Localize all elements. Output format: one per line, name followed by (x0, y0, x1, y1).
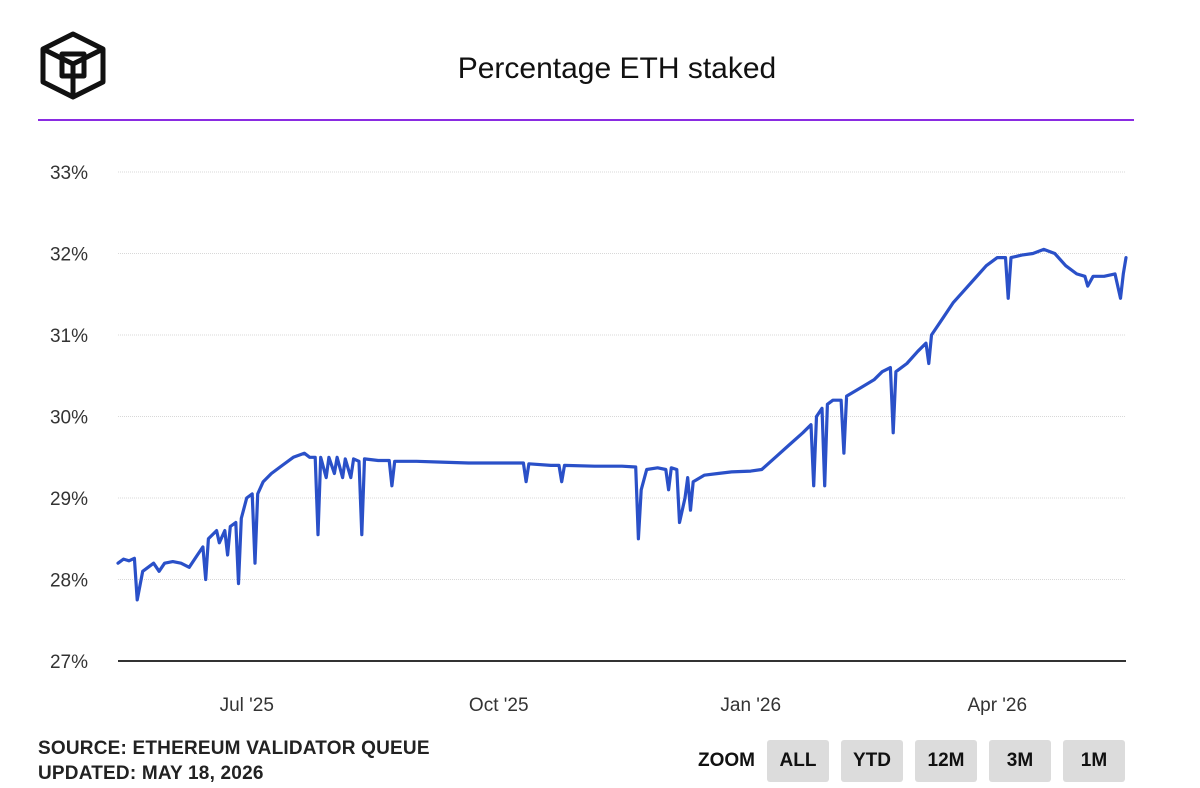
title-divider (38, 119, 1134, 121)
y-tick-label: 33% (50, 163, 88, 184)
y-tick-label: 29% (50, 489, 88, 510)
x-tick-label: Oct '25 (469, 695, 529, 716)
series-line (116, 247, 1128, 602)
line-chart: 33% 32% 31% 30% 29% 28% 27% Jul '25 Oct '25 Jan '… (50, 163, 1128, 716)
zoom-all-button[interactable]: ALL (767, 740, 829, 782)
x-tick-label: Jan '26 (720, 695, 781, 716)
zoom-ytd-button[interactable]: YTD (841, 740, 903, 782)
logo-icon (40, 31, 106, 100)
zoom-1m-button[interactable]: 1M (1063, 740, 1125, 782)
zoom-12m-button[interactable]: 12M (915, 740, 977, 782)
chart-footer: SOURCE: ETHEREUM VALIDATOR QUEUE UPDATED… (38, 736, 430, 786)
y-tick-label: 32% (50, 245, 88, 266)
chart-title: Percentage ETH staked (457, 52, 777, 85)
y-tick-label: 28% (50, 571, 88, 592)
x-tick-label: Jul '25 (220, 695, 274, 716)
y-tick-label: 31% (50, 326, 88, 347)
x-tick-label: Apr '26 (967, 695, 1027, 716)
y-tick-label: 30% (50, 408, 88, 429)
zoom-label: ZOOM (698, 750, 755, 771)
zoom-3m-button[interactable]: 3M (989, 740, 1051, 782)
source-text: SOURCE: ETHEREUM VALIDATOR QUEUE (38, 738, 430, 759)
zoom-controls: ZOOM ALL YTD 12M 3M 1M (698, 740, 1125, 782)
y-tick-label: 27% (50, 652, 88, 673)
updated-text: UPDATED: MAY 18, 2026 (38, 763, 264, 784)
